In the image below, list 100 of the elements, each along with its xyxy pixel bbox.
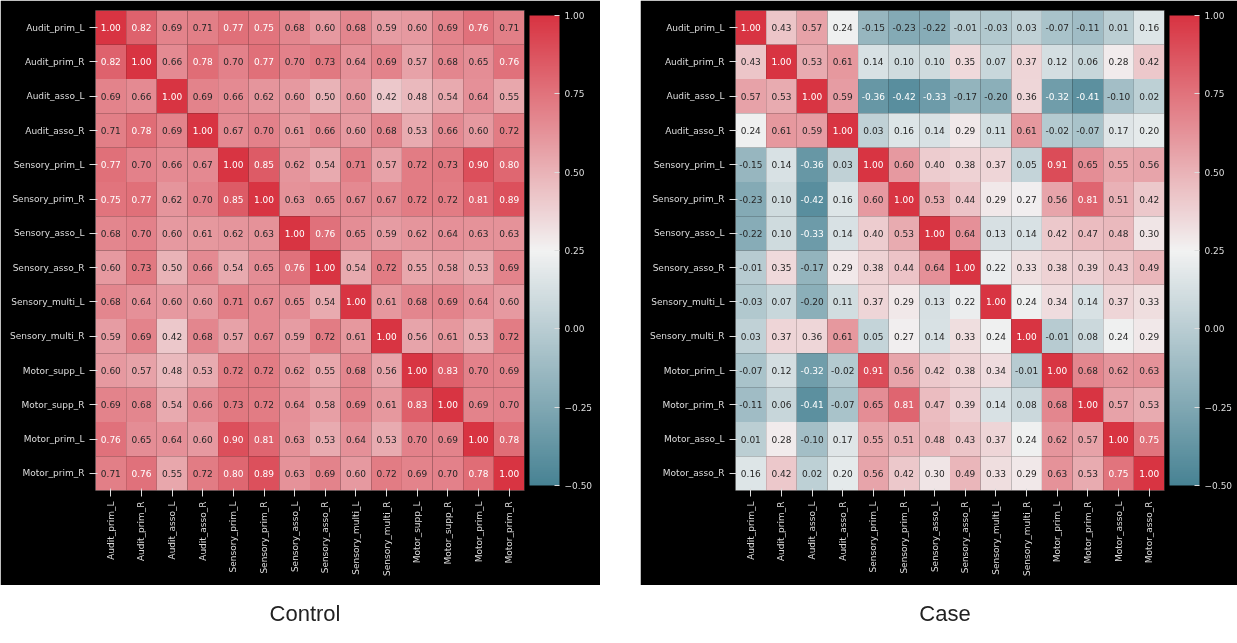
data-label: 0.68 (345, 23, 367, 34)
data-label: 0.10 (771, 228, 792, 239)
data-label: 0.39 (1077, 263, 1099, 274)
y-tick-label: Sensory_prim_R (12, 194, 85, 205)
text: Case (919, 600, 971, 628)
data-label: -0.33 (800, 228, 824, 239)
data-label: 0.50 (162, 263, 183, 274)
data-label: 0.56 (894, 366, 915, 376)
data-label: 0.03 (1016, 23, 1037, 34)
data-label: 0.29 (985, 194, 1007, 205)
data-label: 0.63 (1047, 468, 1068, 479)
data-label: 0.72 (376, 263, 397, 274)
data-label: 0.44 (894, 263, 915, 274)
data-label: 0.33 (955, 331, 976, 342)
data-label: 0.56 (376, 366, 397, 376)
data-label: 0.73 (131, 263, 152, 274)
data-label: -0.01 (739, 263, 763, 274)
data-label: 0.90 (468, 160, 489, 171)
data-label: 0.38 (863, 263, 884, 274)
data-label: 0.68 (407, 297, 428, 308)
color-bar-label: −0.25 (564, 402, 593, 413)
data-label: 0.50 (315, 91, 336, 102)
data-label: 0.14 (771, 160, 792, 171)
data-label: 0.27 (894, 331, 915, 342)
data-label: 0.80 (499, 160, 520, 171)
data-label: 0.61 (345, 331, 366, 342)
data-label: 0.57 (407, 57, 428, 68)
data-label: 0.72 (376, 468, 397, 479)
data-label: 0.08 (1077, 331, 1099, 342)
data-label: 0.60 (468, 126, 489, 136)
data-label: 0.08 (1016, 400, 1037, 411)
data-label: 0.63 (468, 228, 489, 239)
data-label: 0.68 (100, 297, 122, 308)
data-label: 0.30 (1139, 228, 1160, 239)
data-label: 0.16 (832, 194, 854, 205)
data-label: 0.47 (1077, 228, 1098, 239)
data-label: 0.71 (192, 23, 213, 34)
data-label: -0.42 (892, 91, 916, 102)
data-label: 0.76 (499, 57, 520, 68)
data-label: -0.02 (831, 366, 855, 376)
data-label: 0.64 (131, 297, 152, 308)
x-tick-label: Audit_asso_L (807, 501, 818, 560)
data-label: -0.23 (892, 23, 916, 34)
data-label: 0.85 (254, 160, 275, 171)
data-label: 0.72 (407, 160, 428, 171)
x-tick-label: Sensory_prim_L (228, 501, 239, 573)
data-label: 0.60 (100, 263, 122, 274)
data-label: -0.07 (1045, 23, 1069, 34)
data-label: -0.20 (984, 91, 1008, 102)
x-tick-label: Sensory_multi_L (990, 501, 1001, 575)
data-label: 0.14 (1077, 297, 1099, 308)
data-label: 1.00 (192, 126, 214, 136)
data-label: 0.57 (223, 331, 244, 342)
data-label: 0.64 (345, 57, 367, 68)
data-label: 0.57 (802, 23, 823, 34)
data-label: 0.61 (376, 400, 397, 411)
data-label: 0.38 (1047, 263, 1068, 274)
data-label: 0.29 (832, 263, 854, 274)
data-label: -0.23 (739, 194, 763, 205)
x-tick-label: Sensory_multi_R (1021, 501, 1032, 576)
data-label: 1.00 (131, 57, 152, 68)
data-label: 0.77 (131, 194, 152, 205)
data-label: 0.29 (1139, 331, 1160, 342)
data-label: 1.00 (985, 297, 1007, 308)
data-label: 0.24 (740, 126, 762, 136)
data-label: 0.56 (407, 331, 428, 342)
x-tick-label: Audit_prim_R (136, 501, 147, 562)
data-label: 0.70 (131, 160, 152, 171)
data-label: 1.00 (924, 228, 945, 239)
data-label: 0.82 (131, 23, 152, 34)
data-label: 0.62 (1047, 434, 1068, 445)
data-label: 0.77 (223, 23, 244, 34)
data-label: 0.10 (894, 57, 915, 68)
color-bar-label: 0.00 (564, 324, 585, 335)
data-label: 0.13 (985, 228, 1006, 239)
data-label: 0.70 (499, 400, 520, 411)
data-label: 0.81 (894, 400, 915, 411)
data-label: 0.63 (284, 468, 305, 479)
y-tick-label: Motor_asso_L (664, 434, 725, 445)
data-label: 0.61 (284, 126, 305, 136)
data-label: 0.69 (315, 468, 336, 479)
data-label: 0.55 (863, 434, 884, 445)
data-label: 1.00 (284, 228, 305, 239)
data-label: 0.53 (376, 434, 397, 445)
data-label: 0.69 (437, 23, 459, 34)
data-label: 0.64 (924, 263, 945, 274)
data-label: 0.02 (1139, 91, 1160, 102)
data-label: 0.30 (924, 468, 945, 479)
data-label: 0.60 (162, 228, 183, 239)
data-label: 0.89 (254, 468, 275, 479)
data-label: 0.22 (985, 263, 1006, 274)
x-tick-label: Sensory_prim_R (899, 501, 910, 574)
data-label: 0.03 (740, 331, 761, 342)
data-label: 0.53 (192, 366, 213, 376)
data-label: 0.10 (771, 194, 792, 205)
data-label: 0.72 (254, 366, 275, 376)
data-label: 0.89 (499, 194, 520, 205)
data-label: 0.12 (771, 366, 792, 376)
data-label: 0.75 (1108, 468, 1129, 479)
data-label: 0.34 (1047, 297, 1068, 308)
